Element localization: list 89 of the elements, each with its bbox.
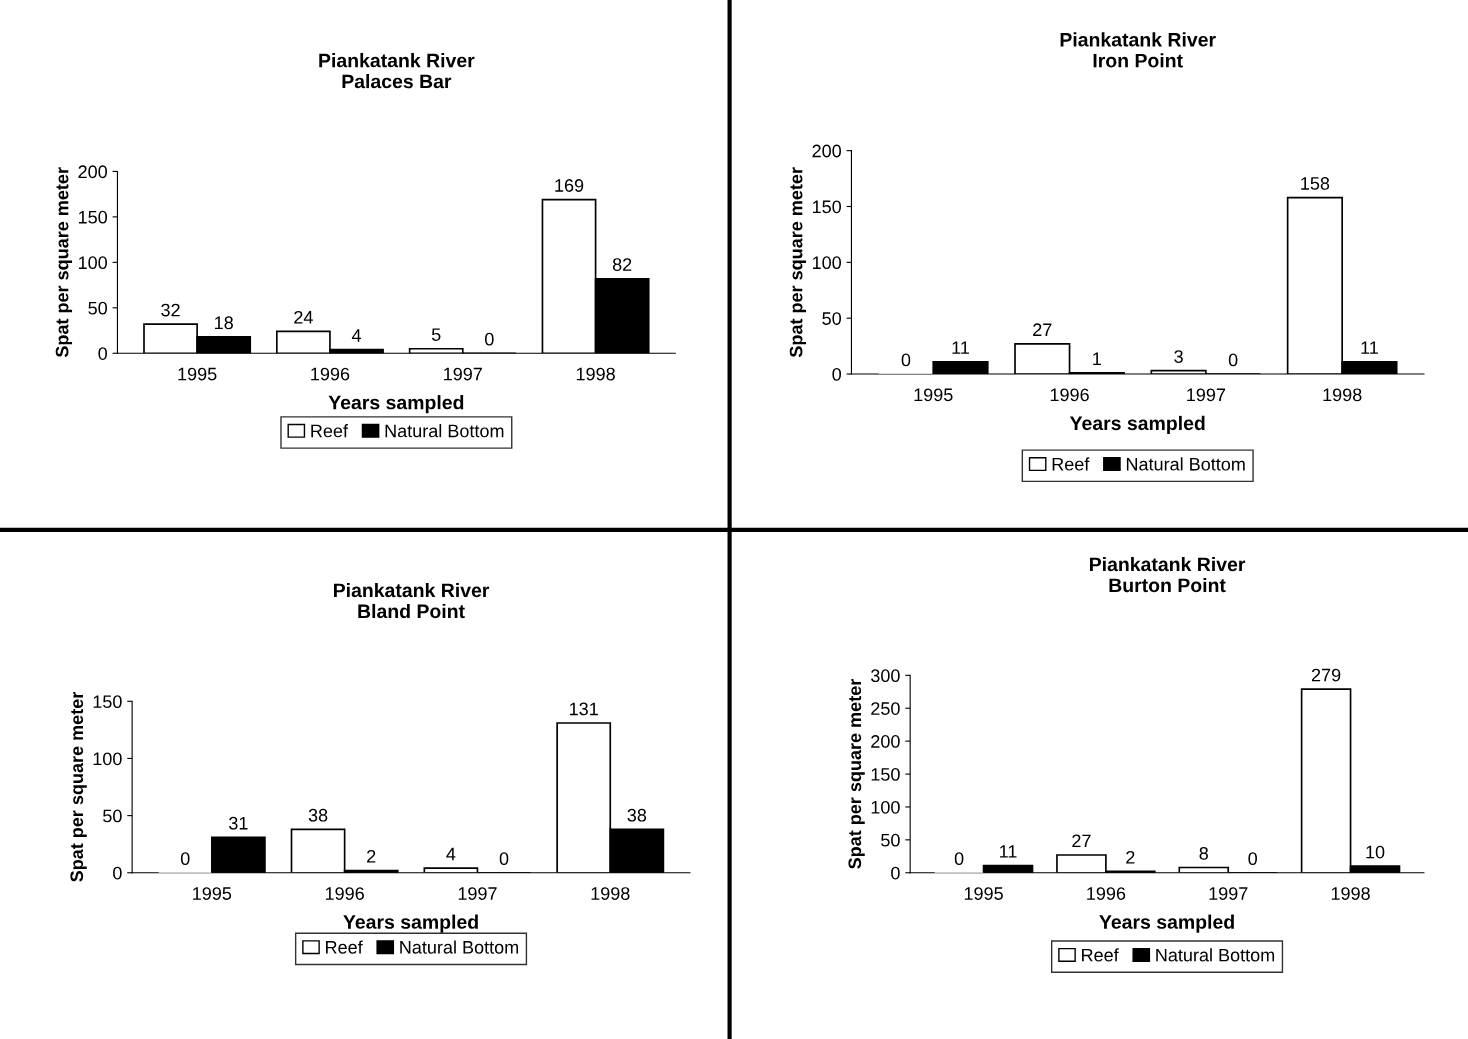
y-tick-label: 100 [78, 256, 108, 270]
y-tick-label: 50 [881, 833, 900, 847]
data-label: 18 [215, 316, 233, 330]
x-tick-label: 1998 [1331, 887, 1370, 900]
y-tick-label: 0 [891, 866, 900, 880]
x-tick-label: 1997 [444, 367, 482, 381]
y-axis-title: Spat per square meter [70, 691, 87, 882]
x-tick-label: 1996 [311, 367, 350, 381]
chart-title: Piankatank River Palaces Bar [319, 53, 475, 89]
data-label: 279 [1311, 668, 1341, 682]
data-label: 131 [570, 702, 598, 716]
legend-label: Natural Bottom [400, 940, 519, 954]
data-label: 32 [161, 303, 180, 317]
y-axis-title: Spat per square meter [55, 167, 73, 358]
x-tick-label: 1998 [1323, 388, 1362, 402]
x-tick-label: 1998 [591, 887, 630, 900]
data-label: 31 [229, 816, 248, 830]
data-label: 0 [954, 852, 964, 866]
chart-title: Piankatank River Bland Point [333, 582, 490, 619]
x-tick-label: 1996 [325, 887, 364, 900]
data-label: 1 [1093, 352, 1101, 366]
data-label: 11 [952, 341, 969, 354]
data-label: 0 [901, 353, 911, 367]
x-tick-label: 1997 [458, 887, 497, 900]
y-tick-label: 150 [93, 695, 122, 709]
x-tick-label: 1995 [193, 887, 232, 900]
data-label: 169 [555, 179, 584, 192]
x-axis-title: Years sampled [343, 914, 478, 933]
data-label: 158 [1301, 177, 1330, 190]
data-label: 0 [1228, 353, 1238, 367]
data-label: 4 [446, 847, 456, 861]
x-tick-label: 1995 [964, 887, 1003, 900]
chart-title: Piankatank River Iron Point [1060, 32, 1216, 68]
x-axis-title: Years sampled [1099, 914, 1234, 933]
y-tick-label: 150 [871, 767, 900, 781]
data-label: 38 [308, 808, 328, 822]
x-tick-label: 1998 [576, 367, 615, 381]
legend-label: Reef [311, 424, 349, 438]
y-tick-label: 0 [113, 866, 122, 880]
data-label: 38 [627, 808, 647, 822]
legend-label: Natural Bottom [1156, 948, 1275, 962]
data-label: 27 [1072, 834, 1091, 848]
y-axis-title: Spat per square meter [789, 167, 807, 358]
data-label: 0 [180, 852, 190, 866]
y-tick-label: 100 [871, 800, 900, 814]
x-tick-label: 1996 [1050, 388, 1089, 402]
y-tick-label: 100 [93, 752, 122, 766]
data-label: 82 [612, 258, 632, 271]
x-tick-label: 1995 [914, 388, 953, 402]
data-label: 2 [1126, 850, 1135, 864]
y-tick-label: 250 [871, 702, 900, 715]
y-tick-label: 50 [103, 809, 122, 823]
x-axis-title: Years sampled [328, 395, 464, 414]
data-label: 24 [294, 310, 313, 324]
legend-label: Reef [1052, 457, 1090, 471]
legend-label: Natural Bottom [1126, 457, 1245, 471]
x-tick-label: 1996 [1087, 887, 1126, 900]
y-tick-label: 50 [88, 301, 108, 315]
x-axis-title: Years sampled [1069, 415, 1205, 434]
y-tick-label: 100 [812, 256, 842, 270]
y-tick-label: 200 [78, 165, 108, 179]
legend-label: Reef [1082, 948, 1119, 962]
y-tick-label: 200 [871, 735, 900, 748]
y-tick-label: 0 [832, 367, 842, 381]
y-axis-title: Spat per square meter [848, 678, 865, 869]
x-tick-label: 1995 [178, 367, 217, 381]
y-tick-label: 150 [812, 200, 842, 214]
y-tick-label: 300 [871, 669, 900, 683]
data-label: 11 [1000, 845, 1017, 858]
legend-label: Natural Bottom [385, 424, 504, 438]
data-label: 8 [1199, 846, 1208, 860]
data-label: 2 [367, 849, 376, 863]
x-tick-label: 1997 [1187, 388, 1226, 402]
y-tick-label: 150 [78, 210, 108, 224]
data-label: 11 [1361, 341, 1378, 354]
legend-label: Reef [326, 940, 363, 954]
y-tick-label: 0 [98, 347, 108, 360]
x-tick-label: 1997 [1209, 887, 1248, 900]
y-tick-label: 50 [822, 312, 842, 325]
data-label: 5 [431, 328, 441, 341]
data-label: 4 [351, 329, 362, 342]
data-label: 10 [1366, 845, 1385, 859]
y-tick-label: 200 [812, 144, 842, 158]
data-label: 0 [485, 332, 494, 346]
data-label: 27 [1033, 323, 1052, 336]
chart-title: Piankatank River Burton Point [1090, 556, 1246, 593]
data-label: 0 [499, 852, 509, 866]
data-label: 0 [1248, 852, 1258, 866]
data-label: 3 [1174, 350, 1183, 363]
